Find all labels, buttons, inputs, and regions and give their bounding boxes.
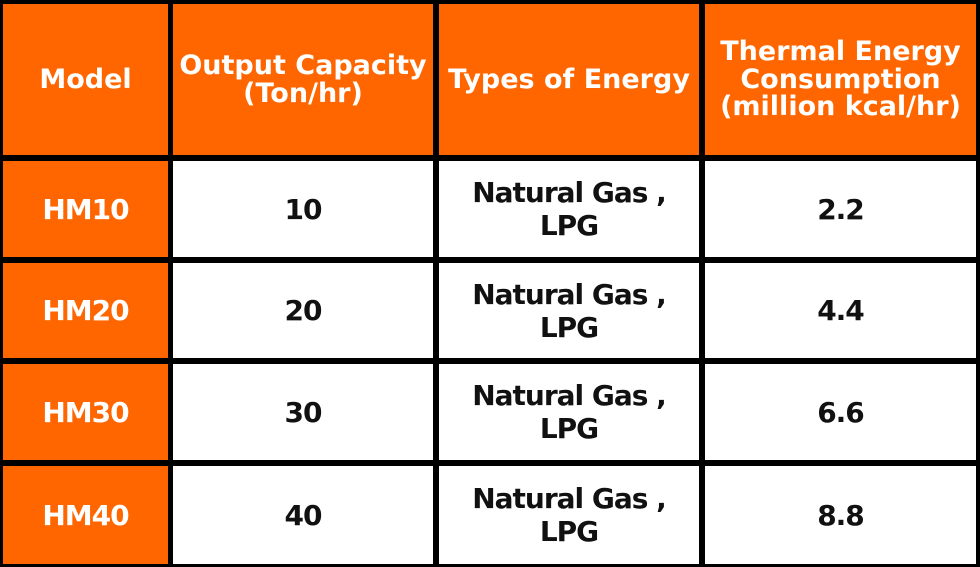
header-model-label: Model (39, 63, 132, 95)
table-cell-energy: Natural Gas , LPG (439, 161, 699, 257)
table-row-model: HM30 (3, 364, 168, 460)
table-cell-capacity: 30 (173, 364, 433, 460)
table-cell-thermal: 2.2 (705, 161, 976, 257)
table-cell-capacity: 40 (173, 466, 433, 564)
header-output-capacity: Output Capacity (Ton/hr) (173, 4, 433, 155)
table-cell-thermal: 8.8 (705, 466, 976, 564)
header-types-of-energy: Types of Energy (439, 4, 699, 155)
header-thermal-energy: Thermal Energy Consumption (million kcal… (705, 4, 976, 155)
header-types-of-energy-label: Types of Energy (448, 63, 690, 95)
table-row-model: HM40 (3, 466, 168, 564)
table-cell-energy: Natural Gas , LPG (439, 466, 699, 564)
table-cell-thermal: 4.4 (705, 263, 976, 358)
table-row-model: HM20 (3, 263, 168, 358)
header-model: Model (3, 4, 168, 155)
table-cell-thermal: 6.6 (705, 364, 976, 460)
table-cell-capacity: 20 (173, 263, 433, 358)
header-thermal-energy-label: Thermal Energy Consumption (million kcal… (720, 36, 961, 123)
table-cell-energy: Natural Gas , LPG (439, 364, 699, 460)
table-cell-energy: Natural Gas , LPG (439, 263, 699, 358)
header-output-capacity-label: Output Capacity (Ton/hr) (179, 49, 427, 109)
table-cell-capacity: 10 (173, 161, 433, 257)
table-row-model: HM10 (3, 161, 168, 257)
